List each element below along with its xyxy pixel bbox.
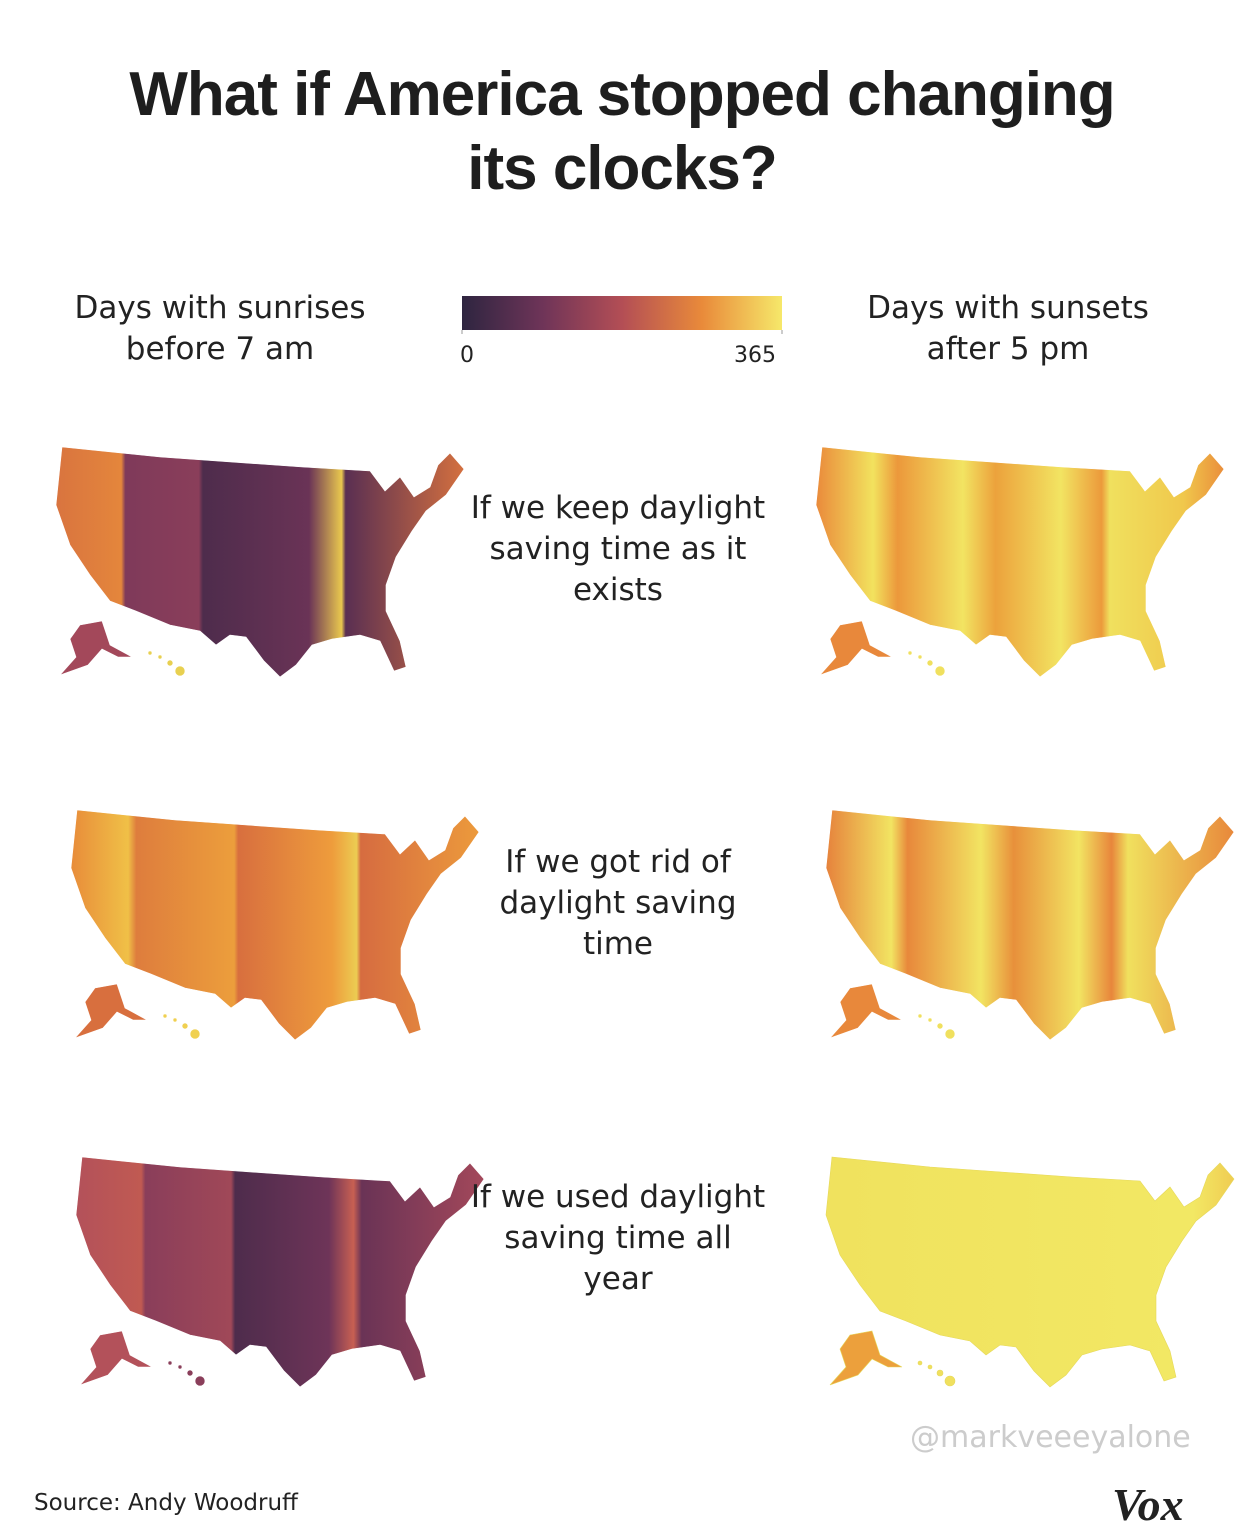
map <box>819 620 893 676</box>
map <box>79 1330 153 1386</box>
map <box>829 1330 903 1386</box>
row-label: If we used daylight saving time all year <box>470 1179 766 1297</box>
row-label: If we keep daylight saving time as it ex… <box>470 490 766 608</box>
source: Source: Andy Woodruff <box>34 1490 298 1516</box>
legend-min: 0 <box>460 343 474 368</box>
map <box>815 446 1225 678</box>
color-legend: 0 365 <box>460 296 783 368</box>
legend-bar <box>462 296 782 330</box>
map <box>162 1013 201 1040</box>
map <box>55 446 465 678</box>
left-header: Days with sunrises before 7 am <box>74 290 366 367</box>
map <box>70 809 480 1041</box>
map <box>907 650 946 677</box>
map <box>825 1156 1235 1388</box>
map <box>75 1156 485 1388</box>
map <box>825 809 1235 1041</box>
map <box>917 1360 956 1387</box>
title: What if America stopped changing its clo… <box>129 60 1115 203</box>
row-label: If we got rid of daylight saving time <box>499 844 737 962</box>
map <box>147 650 186 677</box>
map <box>74 983 148 1039</box>
legend-max: 365 <box>734 343 776 368</box>
watermark: @markveeeyalone <box>910 1420 1191 1455</box>
logo: Vox <box>1112 1479 1184 1524</box>
map <box>829 983 903 1039</box>
map <box>167 1360 206 1387</box>
map <box>59 620 133 676</box>
map <box>917 1013 956 1040</box>
right-header: Days with sunsets after 5 pm <box>867 290 1149 367</box>
